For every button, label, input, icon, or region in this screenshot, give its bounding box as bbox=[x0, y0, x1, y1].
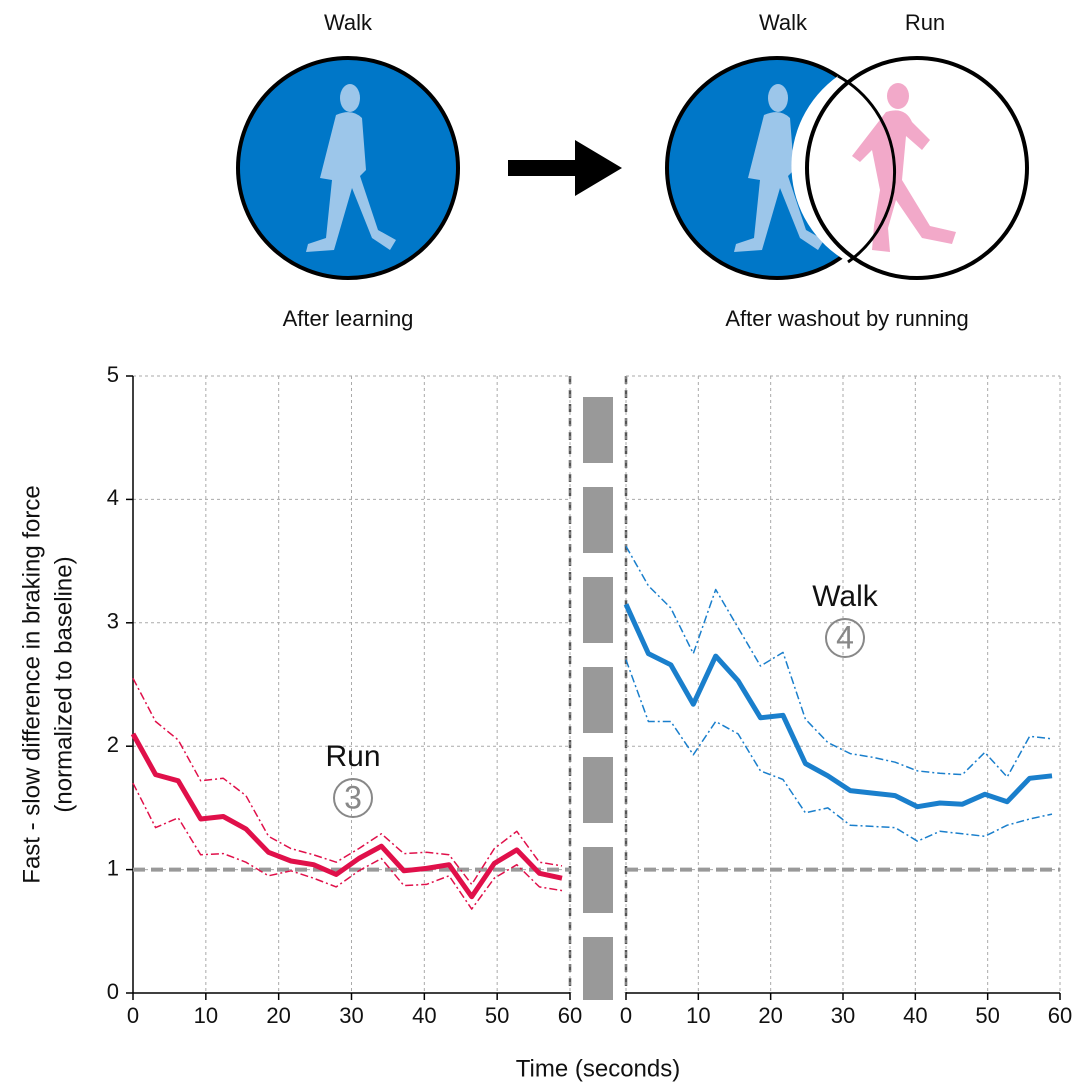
x-tick-label: 60 bbox=[1048, 1003, 1072, 1028]
x-tick-label: 0 bbox=[127, 1003, 139, 1028]
circle-label: Walk bbox=[324, 10, 373, 35]
circle-label: Run bbox=[905, 10, 945, 35]
x-tick-label: 20 bbox=[266, 1003, 290, 1028]
caption: After washout by running bbox=[725, 306, 968, 331]
y-axis-label: Fast - slow difference in braking force bbox=[18, 485, 45, 883]
y-tick-label: 4 bbox=[107, 485, 119, 510]
annotation-number: 3 bbox=[344, 779, 362, 815]
y-tick-label: 5 bbox=[107, 362, 119, 387]
y-tick-label: 1 bbox=[107, 855, 119, 880]
annotation: Run bbox=[325, 740, 380, 773]
diagram: Walk After learning Walk Run After washo… bbox=[238, 10, 1027, 331]
x-tick-label: 0 bbox=[620, 1003, 632, 1028]
x-tick-label: 10 bbox=[194, 1003, 218, 1028]
x-tick-label: 30 bbox=[339, 1003, 363, 1028]
annotation-number: 4 bbox=[836, 619, 854, 655]
x-tick-label: 10 bbox=[686, 1003, 710, 1028]
figure: Walk After learning Walk Run After washo… bbox=[0, 0, 1079, 1089]
circle-label: Walk bbox=[759, 10, 808, 35]
y-tick-label: 3 bbox=[107, 609, 119, 634]
x-tick-label: 60 bbox=[558, 1003, 582, 1028]
x-axis-label: Time (seconds) bbox=[516, 1055, 680, 1082]
x-tick-label: 40 bbox=[412, 1003, 436, 1028]
y-axis-label: (normalized to baseline) bbox=[50, 556, 77, 812]
x-tick-label: 40 bbox=[903, 1003, 927, 1028]
annotation: Walk bbox=[812, 580, 879, 613]
page: Walk After learning Walk Run After washo… bbox=[0, 0, 1079, 1089]
y-tick-label: 2 bbox=[107, 732, 119, 757]
x-tick-label: 50 bbox=[485, 1003, 509, 1028]
caption: After learning bbox=[283, 306, 414, 331]
panel-gap bbox=[570, 376, 626, 1000]
x-tick-label: 30 bbox=[831, 1003, 855, 1028]
arrow bbox=[508, 140, 622, 196]
x-tick-label: 50 bbox=[975, 1003, 999, 1028]
y-tick-label: 0 bbox=[107, 979, 119, 1004]
x-tick-label: 20 bbox=[758, 1003, 782, 1028]
